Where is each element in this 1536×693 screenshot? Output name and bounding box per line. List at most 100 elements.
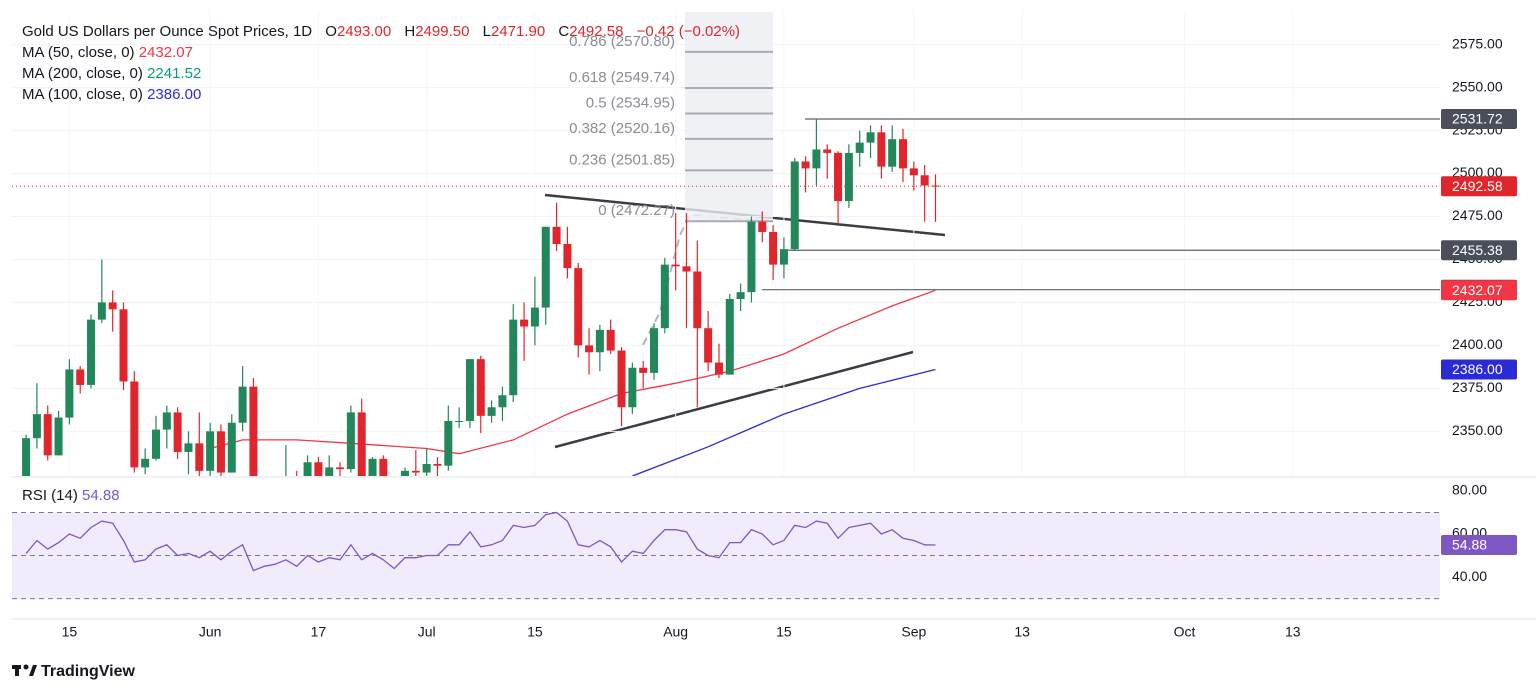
candle-body [130, 381, 139, 468]
candle-body [617, 350, 626, 408]
ohlc-key: O [325, 23, 337, 40]
y-tick-label: 2375.00 [1452, 379, 1503, 395]
moving-average [209, 289, 936, 455]
price-tag [1441, 240, 1517, 261]
fib-label: 0.236 (2501.85) [569, 151, 675, 168]
legend-row: MA (100, close, 0) 2386.00 [22, 86, 201, 104]
ohlc-key: L [482, 23, 491, 40]
candle-body [206, 431, 215, 471]
legend-value: 2432.07 [138, 44, 193, 61]
candle-body [758, 221, 767, 232]
candle-body [541, 226, 550, 308]
candle-body [563, 244, 572, 269]
candle-body [314, 462, 323, 476]
price-tag-label: 2432.07 [1452, 282, 1503, 298]
rsi-tick-label: 80.00 [1452, 482, 1487, 498]
candle-body [444, 421, 453, 466]
candle-body [509, 319, 518, 396]
price-tag [1441, 280, 1517, 301]
candle-body [119, 309, 128, 382]
y-tick-label: 2550.00 [1452, 78, 1503, 94]
candle-body [530, 307, 539, 327]
candle-body [227, 422, 236, 473]
candle-body [714, 362, 723, 375]
candle-body [931, 185, 940, 187]
y-tick-label: 2575.00 [1452, 35, 1503, 51]
x-tick-label: 13 [1014, 624, 1030, 640]
candle-body [97, 302, 106, 320]
candle-body [400, 470, 409, 476]
candle-body [823, 149, 832, 153]
candle-body [108, 302, 117, 310]
candle-body [585, 345, 594, 353]
candle-body [76, 369, 85, 385]
ohlc-key: H [404, 23, 416, 40]
axes: 2350.002375.002400.002425.002450.002475.… [62, 35, 1517, 640]
y-tick-label: 2400.00 [1452, 336, 1503, 352]
candle-body [422, 463, 431, 473]
rsi-legend: RSI (14) 54.88 [22, 487, 120, 505]
x-tick-label: Sep [901, 624, 926, 640]
candle-body [920, 175, 929, 186]
change: −0.42 (−0.02%) [636, 23, 741, 40]
candle-body [574, 268, 583, 346]
candle-body [249, 386, 258, 476]
candle-body [899, 139, 908, 169]
candle-body [769, 231, 778, 265]
x-tick-label: 15 [776, 624, 792, 640]
candle-body [87, 319, 96, 385]
legend-name: MA (200, close, 0) [22, 65, 143, 82]
candle-body [368, 458, 377, 476]
price-tag-label: 2455.38 [1452, 242, 1503, 258]
y-tick-label: 2500.00 [1452, 164, 1503, 180]
candle-body [476, 359, 485, 416]
brand: TradingView [41, 663, 136, 680]
candle-body [162, 412, 171, 430]
fib-zone [685, 12, 773, 222]
candle-body [866, 132, 875, 143]
candle-body [606, 329, 615, 351]
candle-body [790, 161, 799, 250]
candle-body [704, 328, 713, 363]
candle-body [628, 367, 637, 408]
x-tick-label: 13 [1285, 624, 1301, 640]
candle-body [725, 298, 734, 375]
candle-body [346, 412, 355, 470]
legend-row: MA (50, close, 0) 2432.07 [22, 44, 193, 62]
price-tag [1441, 176, 1517, 197]
candle-body [54, 417, 63, 456]
candle-body [303, 462, 312, 476]
candle-body [433, 463, 442, 466]
ohlc-value: 2493.00 [336, 23, 392, 40]
candle-body [747, 221, 756, 293]
candle-body [650, 328, 659, 373]
price-pane: 0.786 (2570.80) 0.618 (2549.74) 0.5 (2534.… [12, 12, 1440, 510]
candle-body [812, 149, 821, 169]
candle-body [65, 369, 74, 418]
ohlc-value: 2499.50 [415, 23, 470, 40]
x-tick-label: Oct [1174, 624, 1196, 640]
y-tick-label: 2475.00 [1452, 207, 1503, 223]
x-tick-label: Jul [418, 624, 436, 640]
candle-body [801, 161, 810, 169]
candle-body [43, 414, 52, 456]
candle-body [520, 319, 529, 327]
candle-body [877, 132, 886, 167]
rsi-tag-label: 54.88 [1452, 537, 1487, 553]
candle-body [141, 458, 150, 468]
legend-value: 54.88 [82, 487, 120, 504]
candle-body [293, 476, 301, 510]
candle-body [238, 386, 247, 423]
ohlc-value: 2492.58 [569, 23, 624, 40]
candle-body [151, 429, 160, 459]
brand-logo: TradingView [12, 663, 136, 680]
x-tick-label: 17 [311, 624, 327, 640]
rsi-tag [1441, 535, 1517, 556]
price-tag [1441, 359, 1517, 380]
candle-body [465, 359, 474, 422]
candle-body [455, 421, 464, 423]
candle-body [844, 152, 853, 202]
legend-value: 2386.00 [147, 86, 202, 103]
x-tick-label: 15 [62, 624, 78, 640]
